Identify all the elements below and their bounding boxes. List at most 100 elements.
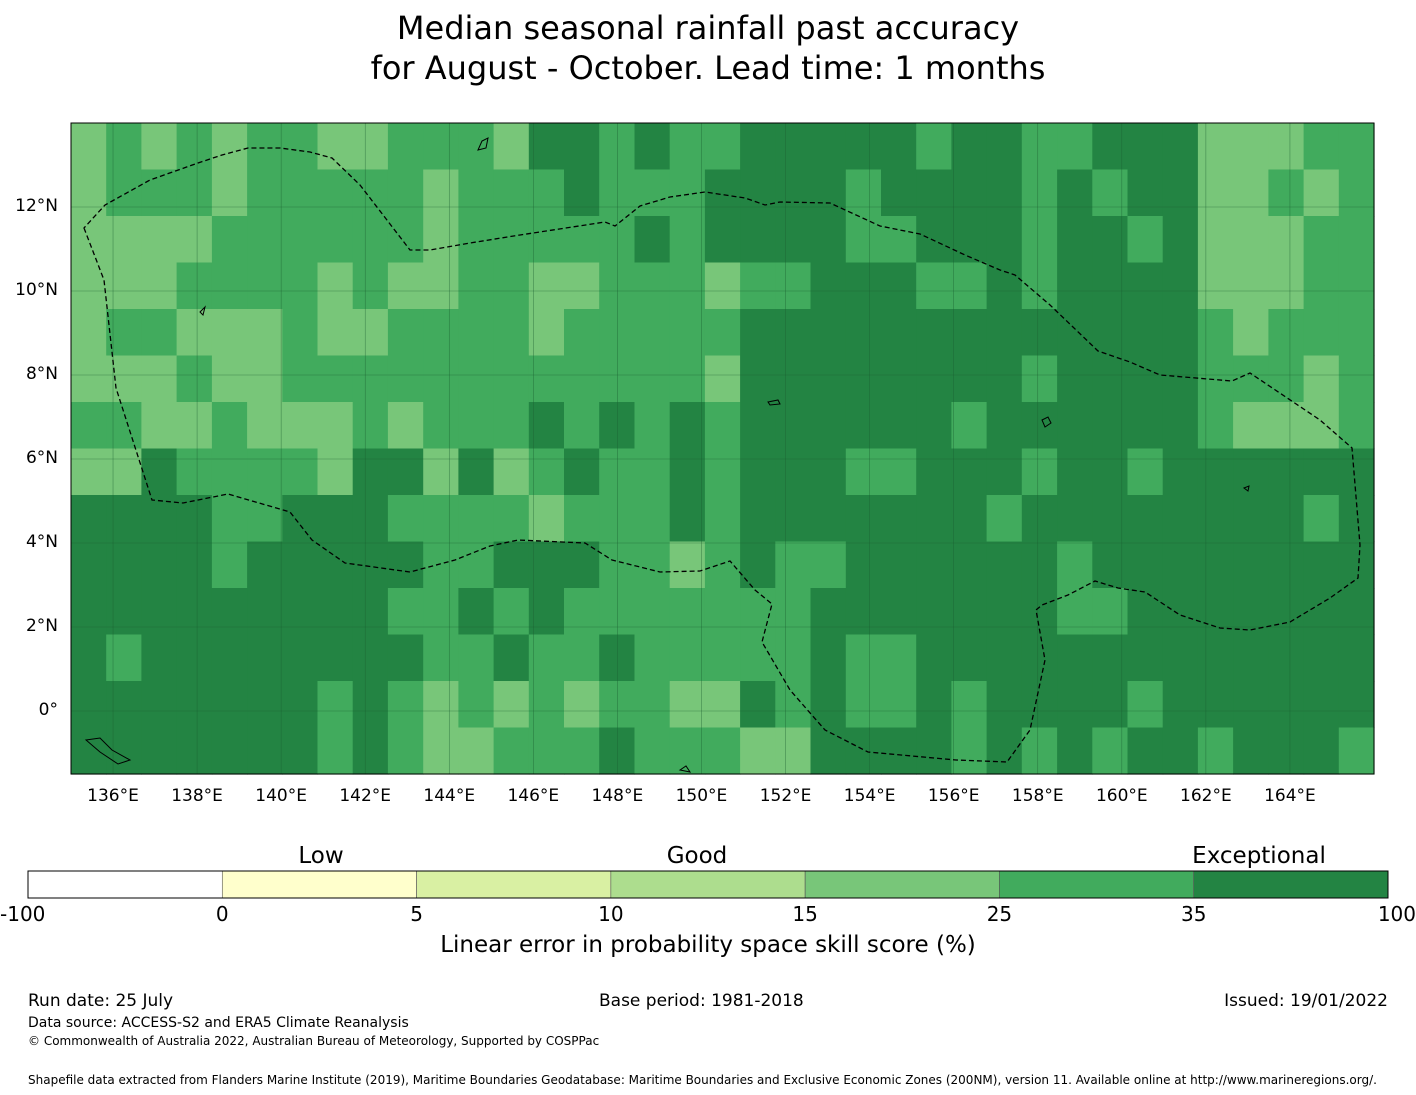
skill-cell: [106, 681, 142, 729]
skill-cell: [423, 123, 459, 171]
skill-cell: [387, 495, 424, 543]
skill-cell: [1021, 355, 1058, 403]
skill-cell: [493, 681, 530, 729]
skill-cell: [634, 495, 671, 543]
map-frame: [70, 122, 1375, 775]
skill-cell: [1021, 727, 1058, 775]
skill-cell: [1197, 402, 1234, 450]
skill-cell: [1233, 634, 1269, 682]
skill-cell: [387, 681, 424, 729]
skill-cell: [106, 448, 142, 496]
skill-cell: [916, 681, 952, 729]
skill-cell: [387, 169, 424, 217]
skill-cell: [1057, 495, 1093, 543]
skill-cell: [1162, 169, 1199, 217]
skill-cell: [1092, 448, 1129, 496]
skill-cell: [916, 634, 952, 682]
skill-cell: [423, 681, 459, 729]
copyright: © Commonwealth of Australia 2022, Austra…: [28, 1034, 600, 1048]
skill-cell: [352, 681, 389, 729]
skill-cell: [1127, 123, 1164, 171]
skill-cell: [176, 588, 213, 636]
skill-cell: [1268, 681, 1305, 729]
skill-cell: [493, 402, 530, 450]
skill-cell: [1092, 588, 1129, 636]
skill-cell: [1092, 309, 1129, 357]
skill-cell: [810, 588, 847, 636]
skill-cell: [1021, 123, 1058, 171]
skill-cell: [247, 262, 283, 310]
skill-cell: [528, 262, 565, 310]
skill-cell: [176, 727, 213, 775]
skill-cell: [387, 588, 424, 636]
skill-cell: [1127, 216, 1164, 264]
skill-cell: [493, 588, 530, 636]
skill-cell: [1303, 262, 1340, 310]
skill-cell: [282, 588, 319, 636]
skill-cell: [282, 262, 319, 310]
skill-cell: [775, 216, 812, 264]
skill-cell: [211, 541, 248, 589]
skill-cell: [810, 123, 847, 171]
colorbar-tick: -100: [0, 902, 46, 926]
skill-cell: [1127, 588, 1164, 636]
skill-cell: [986, 402, 1023, 450]
skill-cell: [634, 216, 671, 264]
skill-cell: [564, 169, 600, 217]
skill-cell: [1057, 727, 1093, 775]
skill-cell: [986, 448, 1023, 496]
skill-cell: [916, 448, 952, 496]
skill-cell: [1233, 262, 1269, 310]
skill-cell: [1233, 355, 1269, 403]
skill-cell: [493, 448, 530, 496]
skill-cell: [71, 681, 107, 729]
skill-cell: [1338, 495, 1375, 543]
skill-cell: [106, 588, 142, 636]
skill-cell: [106, 541, 142, 589]
skill-cell: [1162, 681, 1199, 729]
skill-cell: [881, 495, 917, 543]
skill-cell: [1057, 681, 1093, 729]
skill-cell: [317, 541, 354, 589]
skill-cell: [1268, 216, 1305, 264]
skill-cell: [282, 495, 319, 543]
colorbar-bar: [27, 870, 1389, 899]
skill-cell: [881, 355, 917, 403]
skill-cell: [106, 634, 142, 682]
skill-cell: [634, 402, 671, 450]
skill-cell: [740, 262, 776, 310]
skill-cell: [775, 402, 812, 450]
skill-cell: [458, 309, 495, 357]
skill-cell: [71, 448, 107, 496]
skill-cell: [1303, 402, 1340, 450]
skill-cell: [599, 681, 635, 729]
skill-cell: [916, 169, 952, 217]
skill-cell: [881, 309, 917, 357]
skill-cell: [317, 169, 354, 217]
skill-cell: [881, 448, 917, 496]
skill-cell: [211, 402, 248, 450]
skill-cell: [810, 169, 847, 217]
skill-cell: [704, 355, 741, 403]
skill-cell: [106, 169, 142, 217]
skill-cell: [881, 588, 917, 636]
skill-cell: [1127, 727, 1164, 775]
skill-cell: [1127, 448, 1164, 496]
skill-cell: [740, 123, 776, 171]
colorbar-tick: 35: [1180, 902, 1207, 926]
skill-cell: [1268, 495, 1305, 543]
lon-tick-label: 164°E: [1264, 786, 1316, 806]
skill-cell: [211, 495, 248, 543]
skill-cell: [1338, 588, 1375, 636]
lon-tick-label: 162°E: [1180, 786, 1232, 806]
skill-cell: [1021, 448, 1058, 496]
colorbar-tick: 100: [1377, 902, 1416, 926]
skill-cell: [282, 727, 319, 775]
colorbar-tick: 10: [598, 902, 624, 926]
colorbar-tick: 25: [986, 902, 1013, 926]
skill-cell: [634, 262, 671, 310]
skill-cell: [1092, 216, 1129, 264]
title-line-2: for August - October. Lead time: 1 month…: [370, 49, 1046, 87]
issued-date: Issued: 19/01/2022: [1224, 991, 1388, 1011]
skill-cell: [458, 262, 495, 310]
